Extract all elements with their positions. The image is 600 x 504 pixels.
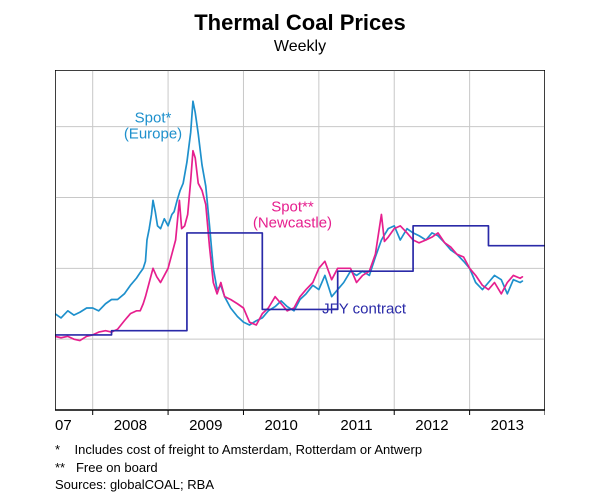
svg-text:2011: 2011 <box>340 417 372 434</box>
footnote-2: ** Free on board <box>55 459 422 477</box>
chart-svg: 0050501001001501502002002007200820092010… <box>55 70 545 450</box>
footnotes: * Includes cost of freight to Amsterdam,… <box>55 441 422 494</box>
svg-text:2010: 2010 <box>264 417 297 434</box>
svg-text:2009: 2009 <box>189 417 222 434</box>
svg-text:2008: 2008 <box>114 417 147 434</box>
svg-text:(Europe): (Europe) <box>124 125 182 142</box>
svg-text:Spot**: Spot** <box>271 199 314 216</box>
chart-container: 0050501001001501502002002007200820092010… <box>55 70 545 410</box>
page-subtitle: Weekly <box>0 38 600 56</box>
svg-text:Spot*: Spot* <box>135 109 172 126</box>
footnote-1: * Includes cost of freight to Amsterdam,… <box>55 441 422 459</box>
svg-text:2007: 2007 <box>55 417 72 434</box>
sources: Sources: globalCOAL; RBA <box>55 476 422 494</box>
svg-text:JFY contract: JFY contract <box>322 301 407 318</box>
svg-text:(Newcastle): (Newcastle) <box>253 215 332 232</box>
svg-text:2013: 2013 <box>491 417 524 434</box>
page-title: Thermal Coal Prices <box>0 0 600 36</box>
svg-text:2012: 2012 <box>415 417 448 434</box>
